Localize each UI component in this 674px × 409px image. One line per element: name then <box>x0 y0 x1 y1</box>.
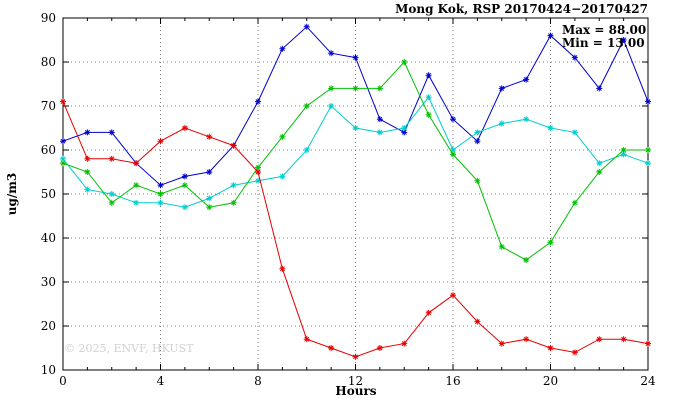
x-axis-label: Hours <box>335 384 377 398</box>
series-blue <box>60 23 651 189</box>
svg-text:80: 80 <box>41 55 56 69</box>
series-cyan <box>60 94 651 211</box>
y-axis-label: ug/m3 <box>5 172 19 216</box>
series-green <box>60 59 651 263</box>
svg-text:50: 50 <box>41 187 56 201</box>
max-min-annotation: Max = 88.00 Min = 13.00 <box>562 24 646 50</box>
series-green-markers <box>60 59 651 263</box>
plot-border <box>62 17 649 371</box>
svg-text:40: 40 <box>41 231 56 245</box>
x-tick-labels: 0 4 8 12 16 20 24 <box>59 374 656 388</box>
svg-text:12: 12 <box>348 374 363 388</box>
svg-text:16: 16 <box>445 374 460 388</box>
svg-text:4: 4 <box>157 374 165 388</box>
max-value-label: Max = 88.00 <box>562 23 647 37</box>
min-value-label: Min = 13.00 <box>562 36 645 50</box>
series-red-markers <box>60 98 651 360</box>
svg-text:20: 20 <box>41 319 56 333</box>
grid-lines <box>63 18 648 370</box>
svg-text:20: 20 <box>543 374 558 388</box>
svg-text:0: 0 <box>59 374 67 388</box>
y-tick-labels: 10 20 30 40 50 60 70 80 90 <box>41 11 56 377</box>
svg-text:90: 90 <box>41 11 56 25</box>
watermark: © 2025, ENVF, HKUST <box>64 342 194 355</box>
svg-text:10: 10 <box>41 363 56 377</box>
svg-text:70: 70 <box>41 99 56 113</box>
series-red <box>60 98 651 360</box>
svg-text:8: 8 <box>254 374 262 388</box>
series-blue-markers <box>60 23 651 189</box>
series-cyan-markers <box>60 94 651 211</box>
svg-text:30: 30 <box>41 275 56 289</box>
chart-title: Mong Kok, RSP 20170424−20170427 <box>395 2 648 16</box>
svg-text:24: 24 <box>640 374 656 388</box>
svg-text:60: 60 <box>41 143 56 157</box>
